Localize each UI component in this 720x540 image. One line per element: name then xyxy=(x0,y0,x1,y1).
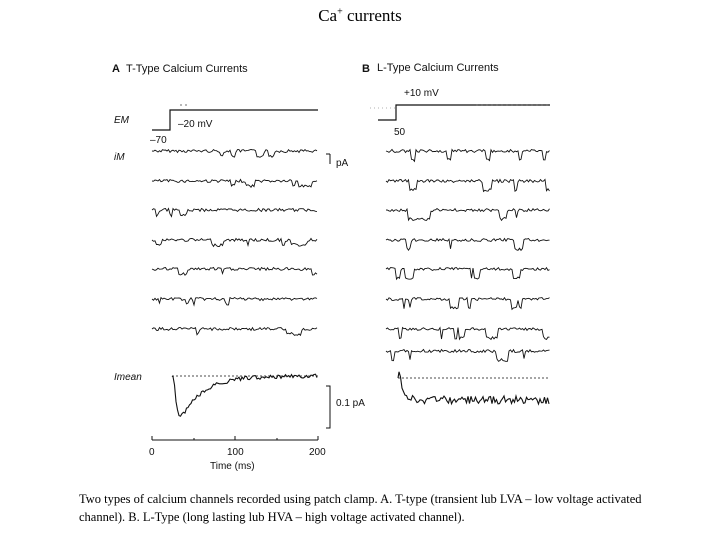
time-axis xyxy=(151,436,319,441)
panel-b-trace xyxy=(385,178,550,193)
time-tick-100: 100 xyxy=(227,447,244,458)
panel-b-title: L-Type Calcium Currents xyxy=(377,62,499,74)
panel-a-hold-label: –70 xyxy=(150,135,167,146)
figure-caption: Two types of calcium channels recorded u… xyxy=(79,492,642,524)
imean-label: Imean xyxy=(114,372,142,383)
panel-a-trace xyxy=(151,178,318,189)
panel-b-trace xyxy=(385,326,550,341)
panel-b-hold-label: 50 xyxy=(394,127,406,138)
time-tick-0: 0 xyxy=(149,447,155,458)
panel-b-mean-current xyxy=(397,371,550,406)
slide-title: Ca+ currents xyxy=(0,6,720,26)
panel-b-single-channel-traces xyxy=(385,148,550,362)
figure-svg: A T-Type Calcium Currents B L-Type Calci… xyxy=(112,62,550,472)
title-superscript: + xyxy=(337,6,343,18)
title-main: Ca xyxy=(318,6,338,25)
panel-a-single-channel-traces xyxy=(151,148,318,337)
title-rest: currents xyxy=(342,6,402,25)
panel-a-title: T-Type Calcium Currents xyxy=(126,63,248,75)
panel-b-step-label: +10 mV xyxy=(404,88,439,99)
panel-b-letter: B xyxy=(362,63,370,75)
panel-b-trace xyxy=(385,296,550,311)
mean-scale-bar xyxy=(326,385,331,429)
em-label: EM xyxy=(114,115,130,126)
panel-a-trace xyxy=(151,266,318,276)
pa-label: pA xyxy=(336,158,349,169)
panel-a-trace xyxy=(151,237,318,248)
panel-a-trace xyxy=(151,326,318,337)
panel-a-step-label: –20 mV xyxy=(178,119,213,130)
panel-b-trace xyxy=(385,348,550,362)
mean-scale-label: 0.1 pA xyxy=(336,398,365,409)
panel-b-trace xyxy=(385,237,550,252)
time-tick-200: 200 xyxy=(309,447,326,458)
panel-b-voltage-step xyxy=(370,104,550,121)
panel-b-trace xyxy=(385,207,550,222)
panel-a-trace xyxy=(151,296,318,307)
panel-b-trace xyxy=(385,148,550,163)
panel-a-trace xyxy=(151,207,318,218)
time-axis-label: Time (ms) xyxy=(210,461,255,472)
panel-a-letter: A xyxy=(112,63,120,75)
im-label: iM xyxy=(114,152,125,163)
panel-a-mean-current xyxy=(171,373,318,417)
panel-a-voltage-step xyxy=(152,104,318,131)
panel-a-trace xyxy=(151,148,318,158)
patch-clamp-figure: A T-Type Calcium Currents B L-Type Calci… xyxy=(90,50,570,480)
panel-b-trace xyxy=(385,266,550,281)
